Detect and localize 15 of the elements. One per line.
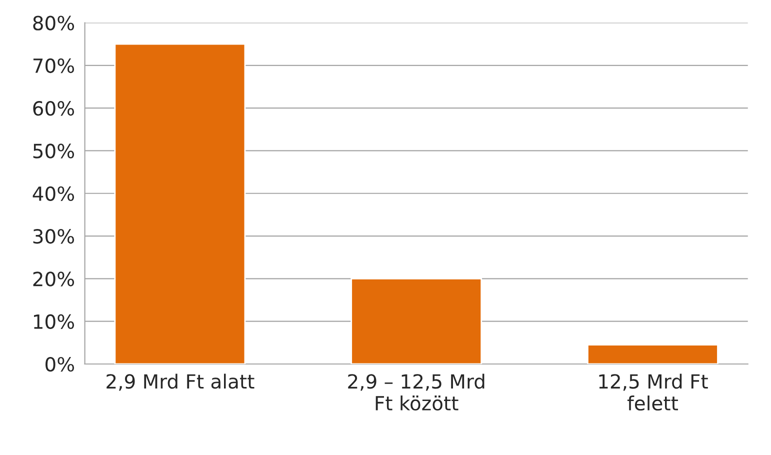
y-tick-label: 30%: [33, 228, 74, 244]
bar: [350, 278, 482, 364]
y-tick-label: 60%: [33, 101, 74, 116]
y-tick-label: 80%: [33, 16, 74, 30]
x-tick-label: 2,9 Mrd Ft alatt: [106, 374, 254, 391]
y-tick-label: 10%: [34, 314, 74, 330]
y-tick-label: 50%: [33, 144, 74, 158]
y-tick-label: 40%: [32, 186, 74, 202]
bar: [114, 43, 246, 364]
y-tick-label: 70%: [33, 58, 74, 74]
y-tick-label: 20%: [33, 272, 74, 286]
x-tick-label: 12,5 Mrd Ft felett: [599, 374, 708, 411]
bar: [587, 344, 718, 364]
x-tick-label: 2,9 – 12,5 Mrd Ft között: [348, 374, 484, 411]
y-tick-label: 0%: [46, 356, 74, 372]
